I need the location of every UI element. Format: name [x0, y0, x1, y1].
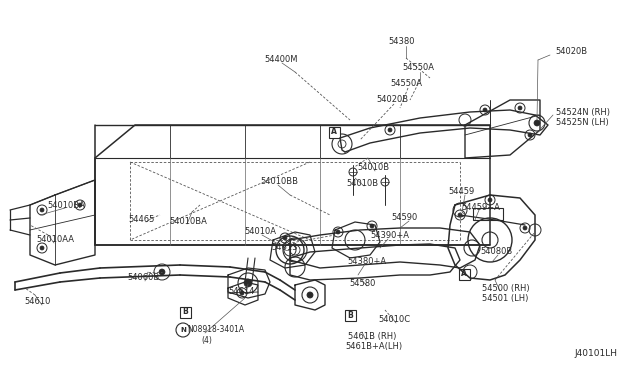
- Text: 54459: 54459: [448, 187, 474, 196]
- Text: 54525N (LH): 54525N (LH): [556, 118, 609, 126]
- Text: 54550A: 54550A: [390, 80, 422, 89]
- Text: 54524N (RH): 54524N (RH): [556, 108, 610, 116]
- Bar: [328, 126, 339, 138]
- Circle shape: [370, 224, 374, 228]
- Circle shape: [244, 279, 252, 287]
- Text: 5461B+A(LH): 5461B+A(LH): [345, 343, 402, 352]
- Text: 54380+A: 54380+A: [347, 257, 386, 266]
- Text: N: N: [180, 327, 186, 333]
- Circle shape: [40, 246, 44, 250]
- Text: 54500 (RH): 54500 (RH): [482, 283, 530, 292]
- Text: 54380: 54380: [388, 38, 415, 46]
- Circle shape: [534, 120, 540, 126]
- Text: 54400M: 54400M: [264, 55, 298, 64]
- Circle shape: [488, 198, 492, 202]
- Circle shape: [78, 203, 82, 207]
- Text: (4): (4): [201, 337, 212, 346]
- Text: 54613: 54613: [271, 243, 298, 251]
- Text: 54459+A: 54459+A: [461, 202, 500, 212]
- Circle shape: [388, 128, 392, 132]
- Circle shape: [159, 269, 165, 275]
- Circle shape: [283, 236, 287, 240]
- Bar: [458, 269, 470, 279]
- Text: A: A: [331, 128, 337, 137]
- Text: 54020B: 54020B: [376, 96, 408, 105]
- Circle shape: [40, 208, 44, 212]
- Text: 54590: 54590: [391, 214, 417, 222]
- Bar: [179, 307, 191, 317]
- Text: 54010BB: 54010BB: [260, 177, 298, 186]
- Text: 54010B: 54010B: [357, 164, 389, 173]
- Text: B: B: [182, 308, 188, 317]
- Circle shape: [518, 106, 522, 110]
- Circle shape: [307, 292, 313, 298]
- Text: J40101LH: J40101LH: [574, 350, 617, 359]
- Text: 54465: 54465: [128, 215, 154, 224]
- Circle shape: [336, 230, 340, 234]
- Text: A: A: [461, 269, 467, 279]
- Text: 54010AA: 54010AA: [36, 235, 74, 244]
- Text: 54080B: 54080B: [480, 247, 512, 257]
- Circle shape: [528, 133, 532, 137]
- Text: 5461B (RH): 5461B (RH): [348, 333, 396, 341]
- Text: 54010BA: 54010BA: [169, 217, 207, 225]
- Text: 54550A: 54550A: [402, 64, 434, 73]
- Text: 54501 (LH): 54501 (LH): [482, 294, 529, 302]
- Text: 54580: 54580: [349, 279, 376, 288]
- Circle shape: [523, 226, 527, 230]
- Text: 54060B: 54060B: [127, 273, 159, 282]
- Bar: [473, 208, 503, 220]
- Circle shape: [458, 213, 462, 217]
- Text: 54390+A: 54390+A: [370, 231, 409, 241]
- Text: 54010C: 54010C: [378, 315, 410, 324]
- Circle shape: [483, 108, 487, 112]
- Text: 54010BA: 54010BA: [47, 201, 85, 209]
- Text: 54614: 54614: [228, 288, 254, 296]
- Circle shape: [240, 291, 244, 295]
- Bar: [344, 310, 355, 321]
- Text: B: B: [347, 311, 353, 320]
- Text: 54010B: 54010B: [346, 179, 378, 187]
- Text: 54610: 54610: [24, 298, 51, 307]
- Text: N08918-3401A: N08918-3401A: [187, 326, 244, 334]
- Text: 54010A: 54010A: [244, 228, 276, 237]
- Text: 54020B: 54020B: [555, 48, 587, 57]
